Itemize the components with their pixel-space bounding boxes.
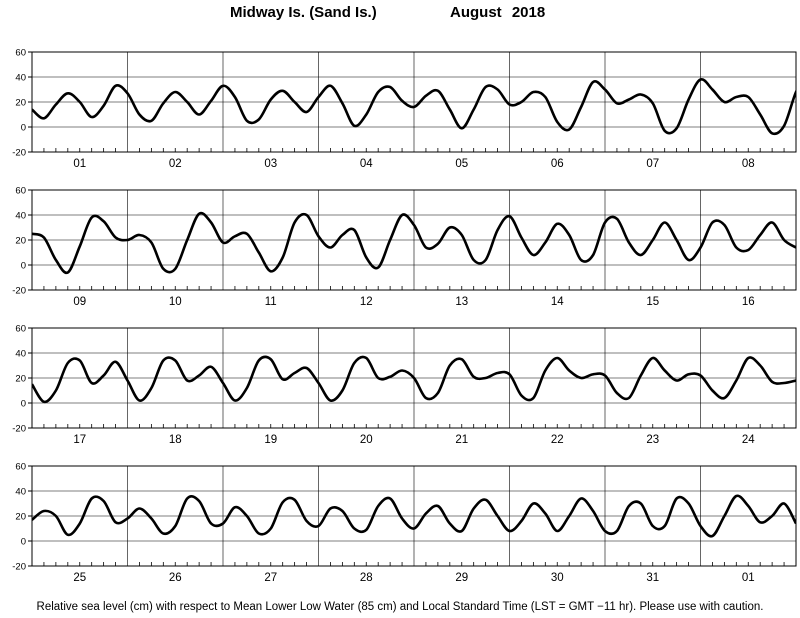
panel-3: -20 0 20 40 60 17 18 19 20 21 22 23 24 (12, 324, 797, 446)
y-tick-label: -20 (12, 148, 26, 159)
y-tick-label: 60 (15, 186, 26, 197)
panel-1: -20 0 20 40 60 01 02 03 04 05 06 07 08 (12, 48, 797, 170)
day-label: 25 (73, 572, 86, 584)
day-label: 15 (646, 296, 659, 308)
day-label: 01 (742, 572, 755, 584)
y-tick-label: 60 (15, 48, 26, 59)
day-label: 31 (646, 572, 659, 584)
y-tick-label: 60 (15, 462, 26, 473)
y-tick-label: 40 (15, 349, 26, 360)
y-tick-label: 0 (21, 537, 26, 548)
y-tick-label: 0 (21, 123, 26, 134)
day-label: 18 (169, 434, 182, 446)
sea-level-line (32, 494, 796, 538)
day-label: 07 (646, 158, 659, 170)
y-tick-label: 20 (15, 98, 26, 109)
chart-title-location: Midway Is. (Sand Is.) (230, 4, 377, 21)
day-label: 06 (551, 158, 564, 170)
panel-4: -20 0 20 40 60 25 26 27 28 29 30 31 01 (12, 462, 797, 584)
day-label: 05 (455, 158, 468, 170)
y-tick-label: 0 (21, 399, 26, 410)
y-tick-label: 40 (15, 487, 26, 498)
day-label: 20 (360, 434, 373, 446)
day-label: 14 (551, 296, 564, 308)
y-tick-label: 0 (21, 261, 26, 272)
day-label: 02 (169, 158, 182, 170)
chart-footer-note: Relative sea level (cm) with respect to … (36, 601, 764, 613)
y-tick-label: 20 (15, 236, 26, 247)
day-label: 28 (360, 572, 373, 584)
sea-level-line (32, 78, 796, 136)
y-tick-label: 20 (15, 512, 26, 523)
day-label: 19 (264, 434, 277, 446)
day-label: 29 (455, 572, 468, 584)
day-label: 03 (264, 158, 277, 170)
day-label: 04 (360, 158, 373, 170)
day-label: 01 (73, 158, 86, 170)
day-label: 12 (360, 296, 373, 308)
sea-level-line (32, 355, 796, 404)
day-label: 16 (742, 296, 755, 308)
y-tick-label: 20 (15, 374, 26, 385)
panel-2: -20 0 20 40 60 09 10 11 12 13 14 15 16 (12, 186, 797, 308)
day-label: 08 (742, 158, 755, 170)
y-tick-label: 60 (15, 324, 26, 335)
day-label: 30 (551, 572, 564, 584)
day-label: 21 (455, 434, 468, 446)
day-label: 22 (551, 434, 564, 446)
day-label: 13 (455, 296, 468, 308)
y-tick-label: -20 (12, 286, 26, 297)
day-label: 27 (264, 572, 277, 584)
y-tick-label: 40 (15, 211, 26, 222)
day-label: 09 (73, 296, 86, 308)
day-label: 26 (169, 572, 182, 584)
day-label: 11 (265, 296, 277, 308)
sea-level-line (32, 211, 796, 275)
day-label: 10 (169, 296, 182, 308)
chart-title-date: August 2018 (450, 4, 546, 21)
y-tick-label: -20 (12, 424, 26, 435)
day-label: 24 (742, 434, 755, 446)
y-tick-label: 40 (15, 73, 26, 84)
y-tick-label: -20 (12, 562, 26, 573)
day-label: 23 (646, 434, 659, 446)
day-label: 17 (73, 434, 86, 446)
